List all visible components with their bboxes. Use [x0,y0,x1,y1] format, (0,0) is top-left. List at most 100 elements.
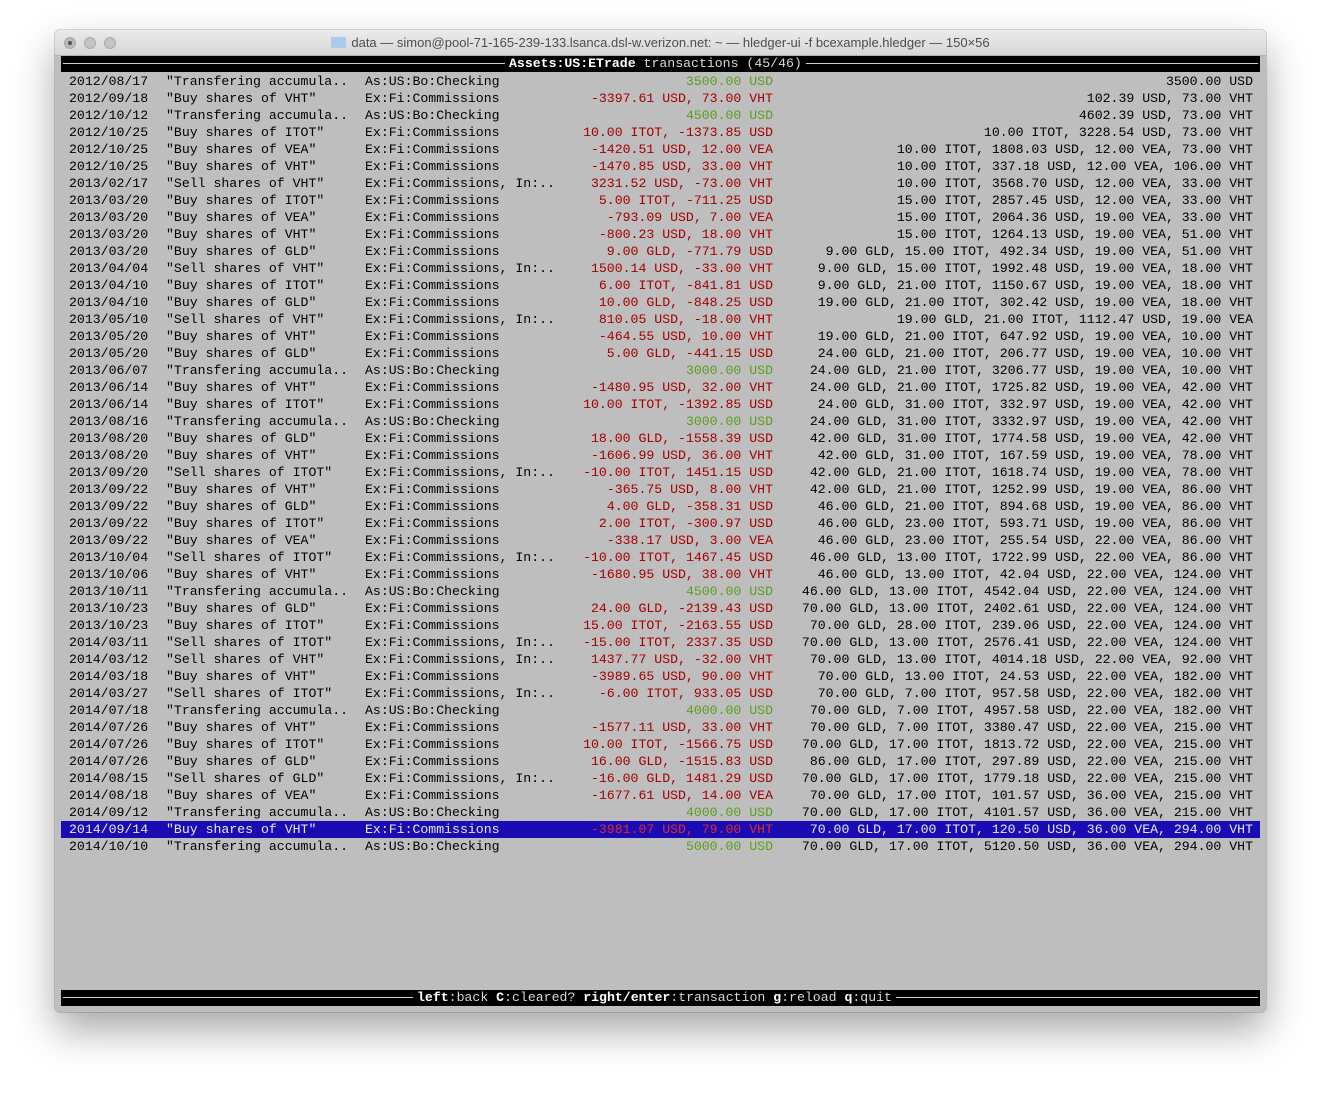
transaction-row[interactable]: 2014/09/12 "Transfering accumula.. As:US:B… [61,804,1260,821]
transaction-row[interactable]: 2013/02/17 "Sell shares of VHT" Ex:Fi:Comm… [61,175,1260,192]
transaction-list[interactable]: 2012/08/17 "Transfering accumula.. As:US:B… [61,73,1260,855]
row-date: 2013/05/20 [69,346,149,361]
transaction-row[interactable]: 2014/07/18 "Transfering accumula.. As:US:B… [61,702,1260,719]
row-amount: 15.00 ITOT, -2163.55 USD [583,618,773,633]
transaction-row[interactable]: 2014/07/26 "Buy shares of VHT" Ex:Fi:Commi… [61,719,1260,736]
row-account: Ex:Fi:Commissions [365,397,500,412]
transaction-row[interactable]: 2013/10/23 "Buy shares of ITOT" Ex:Fi:Comm… [61,617,1260,634]
row-balance: 9.00 GLD, 21.00 ITOT, 1150.67 USD, 19.00… [817,278,1253,293]
transaction-row[interactable]: 2013/04/10 "Buy shares of GLD" Ex:Fi:Commi… [61,294,1260,311]
row-balance: 70.00 GLD, 13.00 ITOT, 4014.18 USD, 22.0… [809,652,1253,667]
row-description: "Buy shares of ITOT" [166,618,325,633]
transaction-row[interactable]: 2014/03/18 "Buy shares of VHT" Ex:Fi:Commi… [61,668,1260,685]
transaction-row[interactable]: 2013/08/20 "Buy shares of VHT" Ex:Fi:Commi… [61,447,1260,464]
row-date: 2014/10/10 [69,839,149,854]
row-account: Ex:Fi:Commissions [365,346,500,361]
row-date: 2013/04/10 [69,278,149,293]
transaction-row[interactable]: 2012/09/18 "Buy shares of VHT" Ex:Fi:Commi… [61,90,1260,107]
transaction-row[interactable]: 2014/08/15 "Sell shares of GLD" Ex:Fi:Comm… [61,770,1260,787]
row-amount: -3397.61 USD, 73.00 VHT [590,91,773,106]
transaction-row[interactable]: 2012/10/12 "Transfering accumula.. As:US:B… [61,107,1260,124]
key-separator: : [448,990,457,1005]
folder-icon [331,37,347,48]
header-bar: Assets:US:ETrade transactions (45/46) [61,56,1260,72]
close-button[interactable] [64,37,76,49]
key-help: left:back C:cleared? right/enter:transac… [413,990,896,1006]
row-amount: -338.17 USD, 3.00 VEA [606,533,773,548]
row-account: Ex:Fi:Commissions [365,295,500,310]
transaction-row[interactable]: 2013/08/20 "Buy shares of GLD" Ex:Fi:Commi… [61,430,1260,447]
row-account: Ex:Fi:Commissions [365,278,500,293]
window-title-text: data — simon@pool-71-165-239-133.lsanca.… [351,35,990,50]
row-date: 2012/10/12 [69,108,149,123]
transaction-row[interactable]: 2014/03/11 "Sell shares of ITOT" Ex:Fi:Com… [61,634,1260,651]
row-description: "Transfering accumula.. [166,839,349,854]
transaction-row[interactable]: 2012/10/25 "Buy shares of VEA" Ex:Fi:Commi… [61,141,1260,158]
transaction-row[interactable]: 2014/07/26 "Buy shares of ITOT" Ex:Fi:Comm… [61,736,1260,753]
row-amount: 3000.00 USD [685,363,773,378]
transaction-row[interactable]: 2012/08/17 "Transfering accumula.. As:US:B… [61,73,1260,90]
transaction-row[interactable]: 2013/09/20 "Sell shares of ITOT" Ex:Fi:Com… [61,464,1260,481]
row-description: "Transfering accumula.. [166,363,349,378]
row-description: "Sell shares of VHT" [166,261,325,276]
row-balance: 70.00 GLD, 17.00 ITOT, 1779.18 USD, 22.0… [801,771,1253,786]
row-date: 2013/06/14 [69,380,149,395]
transaction-row[interactable]: 2013/04/10 "Buy shares of ITOT" Ex:Fi:Comm… [61,277,1260,294]
transaction-row[interactable]: 2013/06/14 "Buy shares of ITOT" Ex:Fi:Comm… [61,396,1260,413]
row-balance: 42.00 GLD, 31.00 ITOT, 1774.58 USD, 19.0… [809,431,1253,446]
zoom-button[interactable] [104,37,116,49]
transaction-row[interactable]: 2014/07/26 "Buy shares of GLD" Ex:Fi:Commi… [61,753,1260,770]
transaction-row[interactable]: 2013/10/06 "Buy shares of VHT" Ex:Fi:Commi… [61,566,1260,583]
transaction-row[interactable]: 2013/09/22 "Buy shares of VHT" Ex:Fi:Commi… [61,481,1260,498]
transaction-row-selected[interactable]: 2014/09/14 "Buy shares of VHT" Ex:Fi:Commi… [61,821,1260,838]
row-date: 2013/10/06 [69,567,149,582]
row-description: "Transfering accumula.. [166,108,349,123]
transaction-row[interactable]: 2013/10/04 "Sell shares of ITOT" Ex:Fi:Com… [61,549,1260,566]
transaction-row[interactable]: 2013/10/23 "Buy shares of GLD" Ex:Fi:Commi… [61,600,1260,617]
row-balance: 46.00 GLD, 13.00 ITOT, 1722.99 USD, 22.0… [809,550,1253,565]
transaction-row[interactable]: 2013/09/22 "Buy shares of ITOT" Ex:Fi:Comm… [61,515,1260,532]
transaction-row[interactable]: 2013/03/20 "Buy shares of ITOT" Ex:Fi:Comm… [61,192,1260,209]
minimize-button[interactable] [84,37,96,49]
transaction-row[interactable]: 2013/05/20 "Buy shares of GLD" Ex:Fi:Commi… [61,345,1260,362]
transaction-row[interactable]: 2013/06/14 "Buy shares of VHT" Ex:Fi:Commi… [61,379,1260,396]
row-description: "Buy shares of VHT" [166,159,317,174]
row-date: 2014/03/11 [69,635,149,650]
transaction-row[interactable]: 2013/03/20 "Buy shares of GLD" Ex:Fi:Commi… [61,243,1260,260]
row-description: "Sell shares of GLD" [166,771,325,786]
transaction-row[interactable]: 2013/06/07 "Transfering accumula.. As:US:B… [61,362,1260,379]
row-amount: 3231.52 USD, -73.00 VHT [590,176,773,191]
hledger-ui-screen[interactable]: Assets:US:ETrade transactions (45/46) 20… [61,56,1260,1006]
row-balance: 10.00 ITOT, 3568.70 USD, 12.00 VEA, 33.0… [896,176,1253,191]
transaction-row[interactable]: 2013/03/20 "Buy shares of VEA" Ex:Fi:Commi… [61,209,1260,226]
transaction-row[interactable]: 2013/05/10 "Sell shares of VHT" Ex:Fi:Comm… [61,311,1260,328]
row-amount: 4000.00 USD [685,703,773,718]
transaction-row[interactable]: 2012/10/25 "Buy shares of ITOT" Ex:Fi:Comm… [61,124,1260,141]
transaction-row[interactable]: 2013/09/22 "Buy shares of GLD" Ex:Fi:Commi… [61,498,1260,515]
transaction-row[interactable]: 2012/10/25 "Buy shares of VHT" Ex:Fi:Commi… [61,158,1260,175]
row-account: Ex:Fi:Commissions [365,431,500,446]
transaction-row[interactable]: 2013/08/16 "Transfering accumula.. As:US:B… [61,413,1260,430]
footer-bar: left:back C:cleared? right/enter:transac… [61,990,1260,1006]
row-balance: 46.00 GLD, 13.00 ITOT, 4542.04 USD, 22.0… [801,584,1253,599]
row-date: 2013/09/22 [69,499,149,514]
transaction-row[interactable]: 2014/10/10 "Transfering accumula.. As:US:B… [61,838,1260,855]
row-balance: 70.00 GLD, 13.00 ITOT, 24.53 USD, 22.00 … [817,669,1253,684]
transaction-row[interactable]: 2013/09/22 "Buy shares of VEA" Ex:Fi:Commi… [61,532,1260,549]
transaction-row[interactable]: 2014/08/18 "Buy shares of VEA" Ex:Fi:Commi… [61,787,1260,804]
transaction-row[interactable]: 2014/03/12 "Sell shares of VHT" Ex:Fi:Comm… [61,651,1260,668]
transaction-row[interactable]: 2013/04/04 "Sell shares of VHT" Ex:Fi:Comm… [61,260,1260,277]
row-balance: 24.00 GLD, 21.00 ITOT, 1725.82 USD, 19.0… [809,380,1253,395]
row-amount: -800.23 USD, 18.00 VHT [598,227,773,242]
row-date: 2013/02/17 [69,176,149,191]
row-description: "Buy shares of GLD" [166,754,317,769]
transaction-row[interactable]: 2013/03/20 "Buy shares of VHT" Ex:Fi:Commi… [61,226,1260,243]
transaction-row[interactable]: 2014/03/27 "Sell shares of ITOT" Ex:Fi:Com… [61,685,1260,702]
row-account: Ex:Fi:Commissions [365,193,500,208]
row-description: "Sell shares of ITOT" [166,686,333,701]
transaction-row[interactable]: 2013/10/11 "Transfering accumula.. As:US:B… [61,583,1260,600]
transaction-row[interactable]: 2013/05/20 "Buy shares of VHT" Ex:Fi:Commi… [61,328,1260,345]
row-date: 2013/04/10 [69,295,149,310]
key-hint: left:back [417,990,488,1005]
row-account: Ex:Fi:Commissions [365,380,500,395]
